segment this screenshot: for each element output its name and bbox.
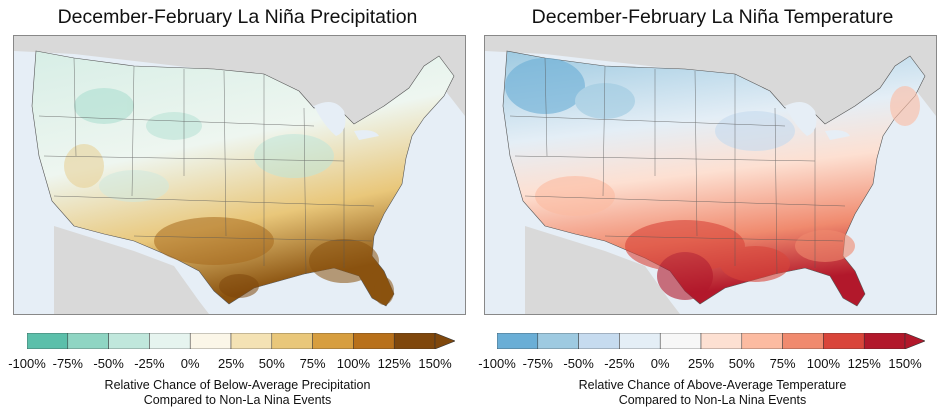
canada-land: [14, 36, 465, 131]
precipitation-map: [13, 35, 466, 315]
temperature-caption-line2: Compared to Non-La Nina Events: [618, 393, 807, 407]
temperature-colorbar-bin: [863, 332, 906, 350]
temperature-colorbar-arrow: [904, 332, 926, 350]
precipitation-colorbar-tick-label: -25%: [134, 356, 165, 371]
precipitation-caption-line1: Relative Chance of Below-Average Precipi…: [104, 378, 371, 392]
temperature-colorbar-tick-label: 125%: [847, 356, 881, 371]
temperature-colorbar-bin: [496, 332, 539, 350]
temperature-map: [484, 35, 937, 315]
precipitation-colorbar-bin: [108, 332, 150, 350]
precipitation-colorbar-tick-label: -100%: [8, 356, 46, 371]
temperature-colorbar: [496, 332, 926, 350]
precipitation-colorbar-bin: [26, 332, 69, 350]
precipitation-colorbar-tick-label: 0%: [180, 356, 200, 371]
precipitation-colorbar-bin: [312, 332, 354, 350]
precipitation-map-title: December-February La Niña Precipitation: [57, 6, 418, 28]
precipitation-colorbar-bins: [26, 332, 436, 350]
temperature-panel: December-February La Niña Temperature: [475, 0, 950, 416]
precipitation-anomaly-pattern: [64, 88, 394, 305]
precipitation-colorbar-tick-label: 150%: [418, 356, 452, 371]
temperature-colorbar-bin: [578, 332, 620, 350]
temperature-colorbar-tick-label: 150%: [888, 356, 922, 371]
temperature-colorbar-tick-label: 0%: [650, 356, 670, 371]
temperature-caption-line1: Relative Chance of Above-Average Tempera…: [578, 378, 847, 392]
temperature-colorbar-ticks: -100% -75% -50% -25% 0% 25% 50% 75% 100% 125% 150%: [478, 356, 925, 372]
precipitation-colorbar: [26, 332, 456, 350]
precipitation-colorbar-arrow: [434, 332, 456, 350]
precipitation-colorbar-bin: [353, 332, 395, 350]
temperature-colorbar-bin: [782, 332, 824, 350]
precipitation-colorbar-ticks: -100% -75% -50% -25% 0% 25% 50% 75% 100% 125% 150%: [8, 356, 455, 372]
great-lakes: [314, 102, 379, 140]
precipitation-colorbar-bin: [271, 332, 313, 350]
state-borders: [38, 57, 375, 275]
precipitation-colorbar-tick-label: 75%: [299, 356, 326, 371]
precipitation-colorbar-tick-label: 50%: [258, 356, 285, 371]
precipitation-colorbar-bin: [189, 332, 232, 350]
precipitation-colorbar-bin: [393, 332, 436, 350]
temperature-map-title: December-February La Niña Temperature: [531, 6, 894, 28]
mexico-land: [525, 226, 680, 314]
precipitation-colorbar-bin: [67, 332, 109, 350]
precipitation-panel: December-February La Niña Precipitation: [0, 6, 475, 408]
temperature-colorbar-tick-label: 100%: [806, 356, 841, 371]
temperature-colorbar-bin: [537, 332, 579, 350]
temperature-colorbar-bin: [619, 332, 661, 350]
state-borders: [509, 57, 846, 275]
precipitation-caption-line2: Compared to Non-La Nina Events: [143, 393, 332, 407]
precipitation-colorbar-tick-label: -50%: [93, 356, 124, 371]
temperature-colorbar-bin: [741, 332, 783, 350]
temperature-colorbar-bin: [659, 332, 702, 350]
precipitation-colorbar-bin: [230, 332, 273, 350]
precipitation-colorbar-tick-label: 100%: [336, 356, 371, 371]
temperature-colorbar-bin: [823, 332, 865, 350]
precipitation-colorbar-tick-label: 25%: [217, 356, 245, 371]
mexico-land: [54, 226, 209, 314]
precipitation-caption: Relative Chance of Below-Average Precipi…: [0, 378, 475, 408]
temperature-colorbar-tick-label: -75%: [522, 356, 553, 371]
precipitation-colorbar-tick-label: 125%: [377, 356, 411, 371]
temperature-map-svg: [485, 36, 936, 314]
temperature-colorbar-tick-label: -100%: [478, 356, 516, 371]
canada-land: [485, 36, 936, 131]
temperature-colorbar-tick-label: 50%: [728, 356, 755, 371]
temperature-caption: Relative Chance of Above-Average Tempera…: [475, 378, 950, 408]
temperature-colorbar-tick-label: -50%: [563, 356, 594, 371]
precipitation-colorbar-svg: [26, 332, 456, 350]
temperature-colorbar-tick-label: -25%: [604, 356, 635, 371]
temperature-colorbar-tick-label: 25%: [687, 356, 715, 371]
great-lakes: [785, 102, 850, 140]
temperature-colorbar-bins: [496, 332, 906, 350]
temperature-colorbar-svg: [496, 332, 926, 350]
precipitation-map-svg: [14, 36, 465, 314]
precipitation-colorbar-tick-label: -75%: [52, 356, 83, 371]
precipitation-colorbar-bin: [149, 332, 191, 350]
temperature-colorbar-bin: [700, 332, 743, 350]
temperature-colorbar-tick-label: 75%: [769, 356, 796, 371]
